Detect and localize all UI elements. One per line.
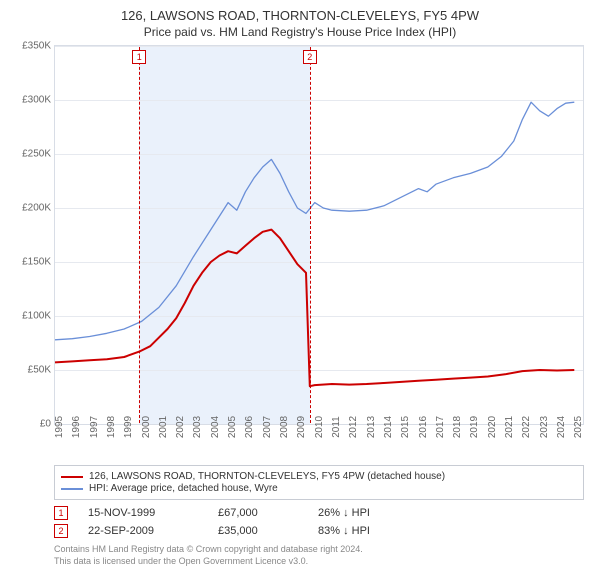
x-tick-label: 2007 xyxy=(262,416,273,438)
x-tick-label: 2021 xyxy=(504,416,515,438)
sale-date: 22-SEP-2009 xyxy=(88,525,198,537)
x-tick-label: 2024 xyxy=(556,416,567,438)
chart-container: 126, LAWSONS ROAD, THORNTON-CLEVELEYS, F… xyxy=(0,0,600,560)
footer-line: This data is licensed under the Open Gov… xyxy=(54,556,546,567)
sale-marker-icon: 1 xyxy=(132,50,146,64)
sale-price: £67,000 xyxy=(218,507,298,519)
x-tick-label: 1998 xyxy=(106,416,117,438)
x-tick-label: 2019 xyxy=(469,416,480,438)
legend-swatch xyxy=(61,488,83,490)
y-tick-label: £100K xyxy=(22,311,51,322)
y-tick-label: £350K xyxy=(22,41,51,52)
sale-marker-icon: 1 xyxy=(54,506,68,520)
x-tick-label: 1995 xyxy=(54,416,65,438)
x-tick-label: 2017 xyxy=(435,416,446,438)
chart-title: 126, LAWSONS ROAD, THORNTON-CLEVELEYS, F… xyxy=(10,8,590,23)
legend-label: 126, LAWSONS ROAD, THORNTON-CLEVELEYS, F… xyxy=(89,471,445,482)
legend-item-property: 126, LAWSONS ROAD, THORNTON-CLEVELEYS, F… xyxy=(61,471,577,482)
sale-date: 15-NOV-1999 xyxy=(88,507,198,519)
x-tick-label: 2002 xyxy=(175,416,186,438)
y-tick-label: £250K xyxy=(22,149,51,160)
y-tick-label: £300K xyxy=(22,95,51,106)
x-tick-label: 2022 xyxy=(521,416,532,438)
x-tick-label: 2018 xyxy=(452,416,463,438)
x-tick-label: 2008 xyxy=(279,416,290,438)
x-tick-label: 1997 xyxy=(89,416,100,438)
x-tick-label: 2025 xyxy=(573,416,584,438)
legend-label: HPI: Average price, detached house, Wyre xyxy=(89,483,278,494)
x-tick-label: 1996 xyxy=(71,416,82,438)
footer-attribution: Contains HM Land Registry data © Crown c… xyxy=(54,544,546,567)
x-tick-label: 1999 xyxy=(123,416,134,438)
sale-price: £35,000 xyxy=(218,525,298,537)
legend-item-hpi: HPI: Average price, detached house, Wyre xyxy=(61,483,577,494)
x-tick-label: 2012 xyxy=(348,416,359,438)
x-tick-label: 2020 xyxy=(487,416,498,438)
x-tick-label: 2010 xyxy=(314,416,325,438)
x-tick-label: 2005 xyxy=(227,416,238,438)
sale-row: 1 15-NOV-1999 £67,000 26% ↓ HPI xyxy=(54,504,584,522)
x-tick-label: 2016 xyxy=(418,416,429,438)
chart-subtitle: Price paid vs. HM Land Registry's House … xyxy=(10,25,590,39)
x-tick-label: 2003 xyxy=(192,416,203,438)
x-tick-label: 2015 xyxy=(400,416,411,438)
sale-delta: 26% ↓ HPI xyxy=(318,507,370,519)
legend: 126, LAWSONS ROAD, THORNTON-CLEVELEYS, F… xyxy=(54,465,584,500)
x-tick-label: 2014 xyxy=(383,416,394,438)
x-tick-label: 2023 xyxy=(539,416,550,438)
x-tick-label: 2000 xyxy=(141,416,152,438)
chart-svg xyxy=(55,46,583,424)
y-tick-label: £200K xyxy=(22,203,51,214)
y-tick-label: £50K xyxy=(28,365,51,376)
x-axis: 1995199619971998199920002001200220032004… xyxy=(54,425,584,459)
sale-marker-icon: 2 xyxy=(303,50,317,64)
x-tick-label: 2009 xyxy=(296,416,307,438)
y-tick-label: £150K xyxy=(22,257,51,268)
x-tick-label: 2011 xyxy=(331,416,342,438)
sale-delta: 83% ↓ HPI xyxy=(318,525,370,537)
x-tick-label: 2001 xyxy=(158,416,169,438)
sales-table: 1 15-NOV-1999 £67,000 26% ↓ HPI 2 22-SEP… xyxy=(54,504,584,540)
sale-row: 2 22-SEP-2009 £35,000 83% ↓ HPI xyxy=(54,522,584,540)
x-tick-label: 2006 xyxy=(244,416,255,438)
x-tick-label: 2013 xyxy=(366,416,377,438)
sale-marker-icon: 2 xyxy=(54,524,68,538)
y-tick-label: £0 xyxy=(40,419,51,430)
x-tick-label: 2004 xyxy=(210,416,221,438)
legend-swatch xyxy=(61,476,83,478)
plot-area: £0£50K£100K£150K£200K£250K£300K£350K12 xyxy=(54,45,584,425)
footer-line: Contains HM Land Registry data © Crown c… xyxy=(54,544,546,556)
